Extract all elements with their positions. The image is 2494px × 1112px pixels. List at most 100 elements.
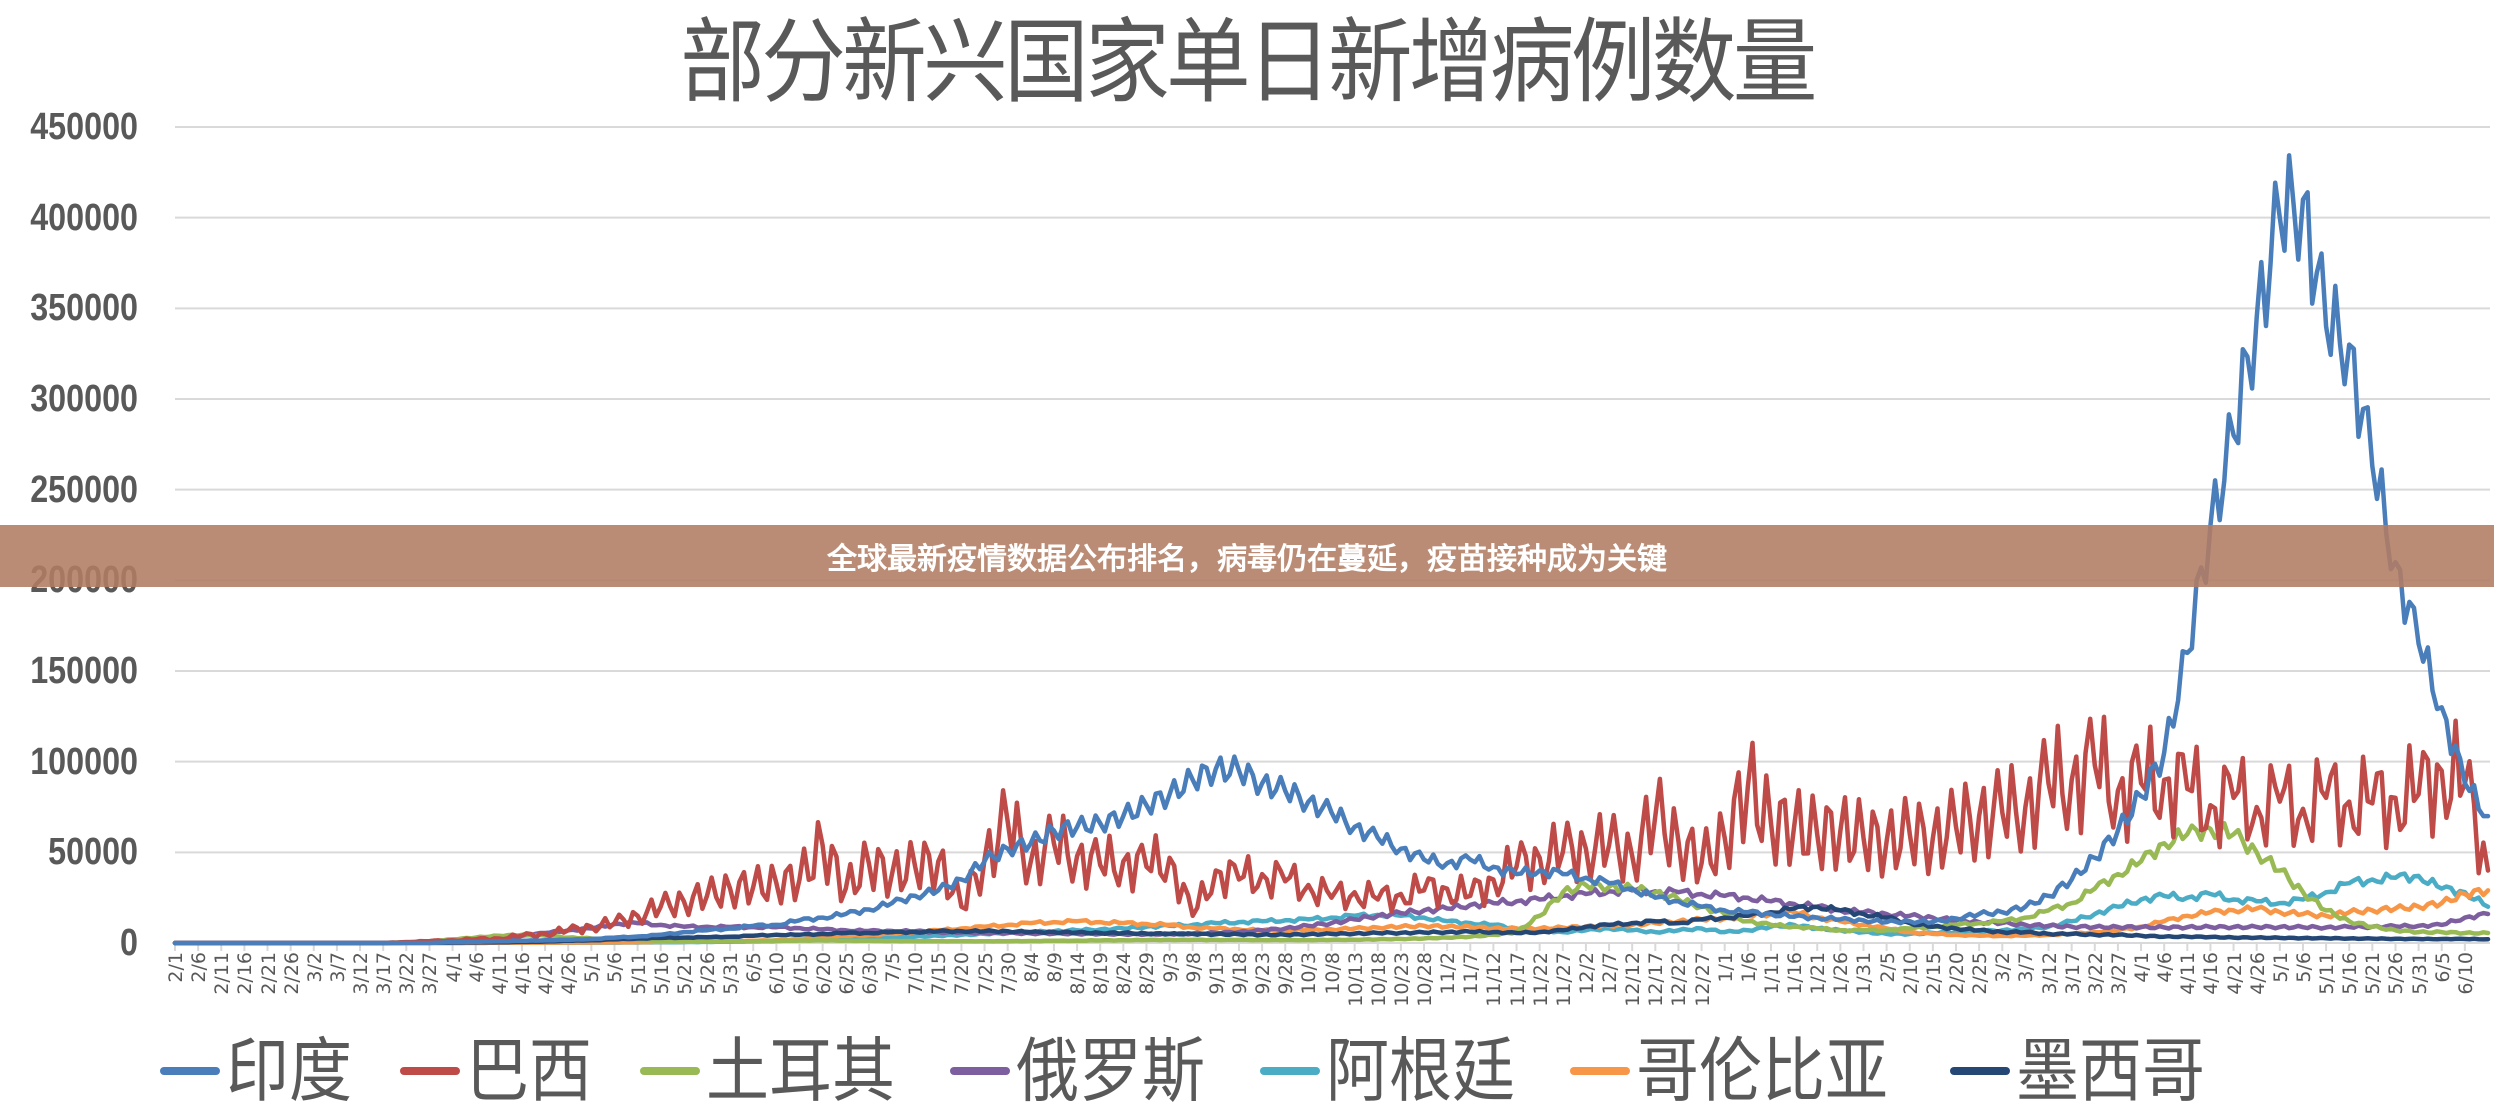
x-tick-label: 3/22 <box>2084 952 2107 995</box>
x-tick-label: 3/7 <box>326 952 349 983</box>
x-tick-label: 4/11 <box>488 952 511 995</box>
legend-label: 墨西哥 <box>2016 1030 2205 1112</box>
x-tick-label: 10/8 <box>1321 952 1344 995</box>
x-tick-label: 6/10 <box>2454 952 2477 995</box>
legend-label: 阿根廷 <box>1326 1030 1515 1112</box>
legend-item: 俄罗斯 <box>950 1031 1226 1111</box>
x-tick-label: 6/15 <box>789 952 812 995</box>
x-tick-label: 10/3 <box>1298 952 1321 995</box>
x-tick-label: 1/6 <box>1737 952 1760 983</box>
series-lines <box>172 153 2491 946</box>
x-tick-label: 7/10 <box>905 952 928 995</box>
x-tick-label: 12/27 <box>1691 952 1714 1007</box>
x-tick-label: 5/31 <box>720 952 743 995</box>
x-tick-label: 8/19 <box>1090 952 1113 995</box>
x-tick-label: 3/2 <box>1992 952 2015 983</box>
x-tick-label: 6/5 <box>743 952 766 983</box>
x-tick-label: 7/5 <box>882 952 905 983</box>
x-tick-label: 1/16 <box>1784 952 1807 995</box>
x-tick-label: 11/22 <box>1529 952 1552 1007</box>
legend-swatch-icon <box>1570 1067 1630 1075</box>
x-tick-label: 4/21 <box>2223 952 2246 995</box>
x-tick-label: 4/21 <box>535 952 558 995</box>
x-tick-label: 9/18 <box>1228 952 1251 995</box>
x-tick-label: 10/23 <box>1390 952 1413 1007</box>
chart-title: 部分新兴国家单日新增病例数量 <box>680 9 1817 116</box>
banner-text: 全球最新疫情数据公布排名，病毒仍在蔓延，疫苗接种成为关键 <box>827 542 1667 577</box>
x-tick-label: 5/31 <box>2408 952 2431 995</box>
x-tick-label: 5/1 <box>2269 952 2292 983</box>
legend-swatch-icon <box>400 1067 460 1075</box>
x-tick-label: 2/16 <box>234 952 257 995</box>
x-tick-label: 8/29 <box>1136 952 1159 995</box>
x-tick-label: 9/3 <box>1159 952 1182 983</box>
x-tick-label: 2/5 <box>1876 952 1899 983</box>
y-tick-label: 150000 <box>30 650 138 692</box>
x-tick-label: 10/18 <box>1367 952 1390 1007</box>
x-tick-label: 6/25 <box>835 952 858 995</box>
series-line <box>172 714 2491 946</box>
x-tick-label: 4/26 <box>2246 952 2269 995</box>
series-line <box>172 821 2491 946</box>
legend-swatch-icon <box>1950 1067 2010 1075</box>
series-line <box>172 153 2491 946</box>
x-tick-label: 12/22 <box>1668 952 1691 1007</box>
x-tick-label: 11/7 <box>1460 952 1483 995</box>
x-tick-label: 11/2 <box>1437 952 1460 995</box>
legend-item: 阿根廷 <box>1260 1031 1536 1111</box>
x-tick-label: 9/28 <box>1275 952 1298 995</box>
x-tick-label: 5/26 <box>696 952 719 995</box>
legend-label: 土耳其 <box>706 1030 895 1112</box>
chart-legend: 印度 巴西 土耳其 俄罗斯 阿根廷 哥伦比亚 墨西哥 <box>160 1030 2226 1112</box>
x-tick-label: 9/13 <box>1205 952 1228 995</box>
x-tick-label: 3/27 <box>419 952 442 995</box>
x-tick-label: 3/7 <box>2015 952 2038 983</box>
x-tick-label: 5/16 <box>2339 952 2362 995</box>
y-tick-label: 350000 <box>30 287 138 330</box>
x-tick-label: 12/2 <box>1575 952 1598 995</box>
x-tick-label: 5/21 <box>673 952 696 995</box>
legend-label: 印度 <box>226 1030 352 1112</box>
y-tick-label: 100000 <box>30 740 138 783</box>
x-tick-label: 5/6 <box>2292 952 2315 983</box>
y-tick-label: 300000 <box>30 378 138 420</box>
x-tick-label: 1/1 <box>1714 952 1737 983</box>
x-tick-label: 3/2 <box>303 952 326 983</box>
x-tick-label: 3/12 <box>350 952 373 995</box>
x-tick-label: 8/9 <box>1043 952 1066 983</box>
x-tick-label: 2/6 <box>188 952 211 983</box>
x-tick-label: 4/11 <box>2177 952 2200 995</box>
x-tick-label: 3/17 <box>2061 952 2084 995</box>
x-tick-label: 5/6 <box>604 952 627 983</box>
x-tick-label: 6/20 <box>812 952 835 995</box>
x-tick-label: 9/23 <box>1252 952 1275 995</box>
legend-label: 哥伦比亚 <box>1636 1030 1888 1112</box>
x-tick-label: 7/25 <box>974 952 997 995</box>
x-tick-label: 7/30 <box>997 952 1020 995</box>
x-tick-label: 8/14 <box>1067 952 1090 995</box>
legend-item: 墨西哥 <box>1950 1031 2226 1111</box>
y-tick-label: 50000 <box>48 831 138 874</box>
x-tick-label: 4/6 <box>2154 952 2177 983</box>
x-tick-label: 1/21 <box>1807 952 1830 995</box>
legend-item: 哥伦比亚 <box>1570 1031 1916 1111</box>
x-tick-label: 12/7 <box>1599 952 1622 995</box>
x-tick-label: 4/1 <box>442 952 465 983</box>
x-tick-label: 8/24 <box>1113 952 1136 995</box>
x-tick-label: 3/22 <box>396 952 419 995</box>
x-tick-label: 4/1 <box>2131 952 2154 983</box>
x-tick-label: 11/17 <box>1506 952 1529 1007</box>
x-tick-label: 4/16 <box>2200 952 2223 995</box>
legend-item: 印度 <box>160 1031 366 1111</box>
x-tick-label: 2/26 <box>280 952 303 995</box>
x-tick-label: 4/26 <box>558 952 581 995</box>
x-tick-label: 10/28 <box>1414 952 1437 1007</box>
y-tick-label: 250000 <box>30 468 138 511</box>
x-tick-label: 5/26 <box>2385 952 2408 995</box>
overlay-banner: 全球最新疫情数据公布排名，病毒仍在蔓延，疫苗接种成为关键 <box>0 525 2494 587</box>
x-tick-label: 6/30 <box>858 952 881 995</box>
x-tick-label: 4/16 <box>511 952 534 995</box>
y-tick-label: 400000 <box>30 196 138 239</box>
x-tick-label: 2/20 <box>1946 952 1968 995</box>
